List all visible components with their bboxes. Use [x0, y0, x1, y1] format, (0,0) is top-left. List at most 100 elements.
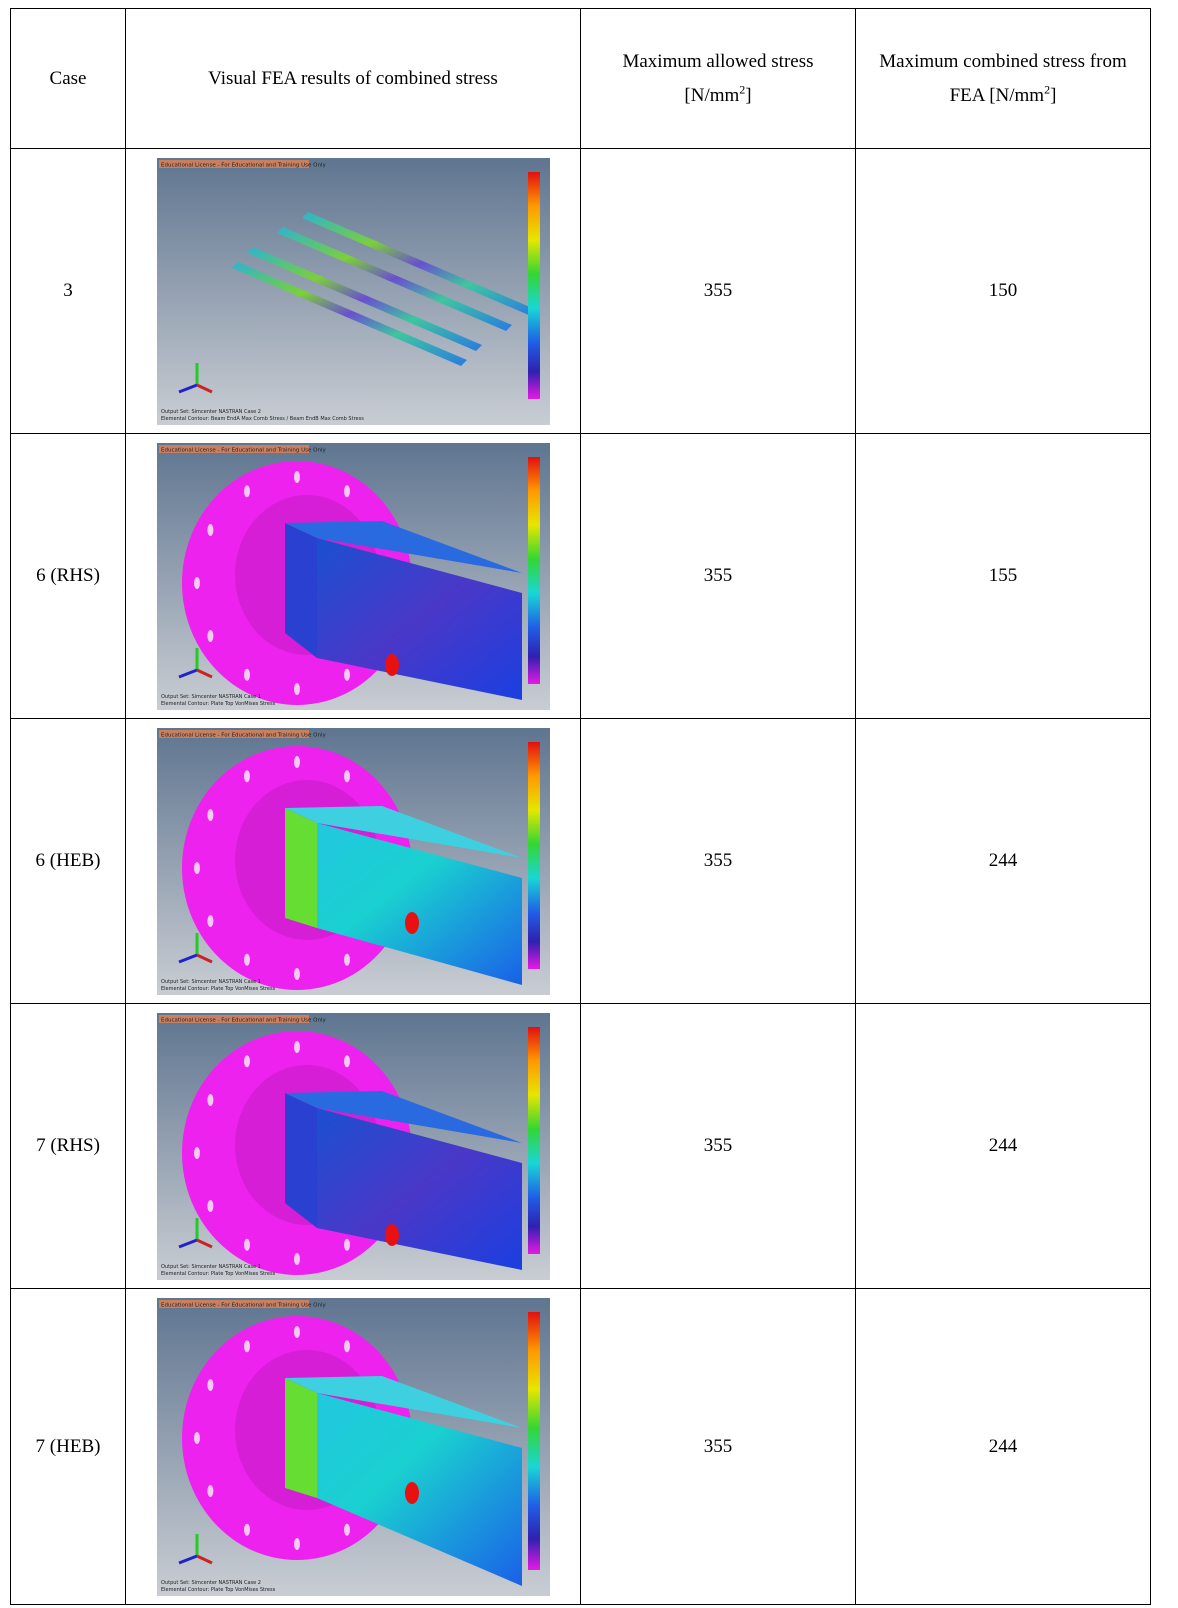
bolt-hole [194, 862, 200, 874]
bolt-hole [344, 770, 350, 782]
results-table: Case Visual FEA results of combined stres… [10, 8, 1151, 1605]
row: 7 (HEB) Educational License - For Educati… [11, 1289, 1151, 1605]
bolt-hole [207, 1094, 213, 1106]
header-cell: Visual FEA results of combined stress [126, 9, 581, 149]
fea-image: Educational License - For Educational an… [157, 443, 550, 710]
output-set: Output Set: Simcenter NASTRAN Case 1 [161, 694, 261, 700]
license-text: Educational License - For Educational an… [161, 447, 327, 453]
bolt-hole [207, 915, 213, 927]
allowed-cell: 355 [581, 1004, 856, 1289]
license-text: Educational License - For Educational an… [161, 162, 327, 168]
bolt-hole [344, 485, 350, 497]
bolt-hole [344, 1340, 350, 1352]
color-bar [528, 1027, 540, 1254]
contour-text: Elemental Contour: Beam EndA Max Comb St… [161, 416, 364, 422]
license-text: Educational License - For Educational an… [161, 732, 327, 738]
header-text: ] [745, 85, 751, 106]
license-text: Educational License - For Educational an… [161, 1017, 327, 1023]
bolt-hole [207, 809, 213, 821]
bolt-hole [244, 485, 250, 497]
fea-cell: 150 [856, 149, 1151, 434]
bolt-hole [294, 1538, 300, 1550]
fea-cell: 244 [856, 719, 1151, 1004]
bolt-hole [294, 1253, 300, 1265]
row: 6 (HEB) Educational License - For Educati… [11, 719, 1151, 1004]
bolt-hole [194, 1432, 200, 1444]
bolt-hole [244, 1523, 250, 1535]
color-bar [528, 742, 540, 969]
fea-image: Educational License - For Educational an… [157, 1013, 550, 1280]
row: 3 Educational License - For Educational a… [11, 149, 1151, 434]
image-cell: Educational License - For Educational an… [126, 434, 581, 719]
image-cell: Educational License - For Educational an… [126, 149, 581, 434]
fea-image: Educational License - For Educational an… [157, 158, 550, 425]
allowed-cell: 355 [581, 434, 856, 719]
bolt-hole [207, 524, 213, 536]
output-set: Output Set: Simcenter NASTRAN Case 1 [161, 979, 261, 985]
bolt-hole [344, 1238, 350, 1250]
fea-image: Educational License - For Educational an… [157, 728, 550, 995]
case-cell: 7 (HEB) [11, 1289, 126, 1605]
color-bar [528, 172, 540, 399]
bolt-hole [294, 683, 300, 695]
bolt-hole [244, 770, 250, 782]
image-cell: Educational License - For Educational an… [126, 1289, 581, 1605]
row: 7 (RHS) Educational License - For Educati… [11, 1004, 1151, 1289]
bolt-hole [294, 756, 300, 768]
bolt-hole [344, 953, 350, 965]
hot-spot [385, 1224, 399, 1246]
body: Case Visual FEA results of combined stres… [0, 0, 1178, 1608]
bolt-hole [207, 1200, 213, 1212]
color-bar [528, 457, 540, 684]
fea-cell: 244 [856, 1289, 1151, 1605]
bolt-hole [244, 953, 250, 965]
contour-text: Elemental Contour: Plate Top VonMises St… [161, 701, 276, 707]
bolt-hole [207, 630, 213, 642]
contour-text: Elemental Contour: Plate Top VonMises St… [161, 1271, 276, 1277]
bolt-hole [294, 968, 300, 980]
image-cell: Educational License - For Educational an… [126, 719, 581, 1004]
case-cell: 6 (RHS) [11, 434, 126, 719]
bolt-hole [344, 1055, 350, 1067]
bolt-hole [244, 668, 250, 680]
hot-spot [385, 654, 399, 676]
bolt-hole [207, 1485, 213, 1497]
allowed-cell: 355 [581, 149, 856, 434]
image-cell: Educational License - For Educational an… [126, 1004, 581, 1289]
bolt-hole [194, 577, 200, 589]
bolt-hole [194, 1147, 200, 1159]
page: FEA results {"table": { "header": [ {"te… [0, 0, 1178, 1608]
fea-image: Educational License - For Educational an… [157, 1298, 550, 1596]
header-text: Case [50, 68, 87, 89]
allowed-cell: 355 [581, 719, 856, 1004]
bolt-hole [344, 668, 350, 680]
beam-face [285, 1378, 317, 1498]
header-text: Maximum allowed stress [N/mm [622, 51, 813, 105]
fea-cell: 155 [856, 434, 1151, 719]
bolt-hole [244, 1055, 250, 1067]
bolt-hole [294, 1041, 300, 1053]
allowed-cell: 355 [581, 1289, 856, 1605]
color-bar [528, 1312, 540, 1570]
bolt-hole [344, 1523, 350, 1535]
header-text: Maximum combined stress from FEA [N/mm [879, 51, 1127, 105]
bolt-hole [244, 1340, 250, 1352]
license-text: Educational License - For Educational an… [161, 1302, 327, 1308]
header-text: Visual FEA results of combined stress [208, 68, 498, 89]
case-cell: 6 (HEB) [11, 719, 126, 1004]
bolt-hole [244, 1238, 250, 1250]
hot-spot [405, 1482, 419, 1504]
header-cell: Case [11, 9, 126, 149]
bolt-hole [294, 1326, 300, 1338]
output-set: Output Set: Simcenter NASTRAN Case 2 [161, 409, 261, 415]
contour-text: Elemental Contour: Plate Top VonMises St… [161, 986, 276, 992]
case-cell: 3 [11, 149, 126, 434]
row: 6 (RHS) Educational License - For Educati… [11, 434, 1151, 719]
output-set: Output Set: Simcenter NASTRAN Case 1 [161, 1264, 261, 1270]
bolt-hole [207, 1379, 213, 1391]
header-cell: Maximum allowed stress [N/mm2] [581, 9, 856, 149]
contour-text: Elemental Contour: Plate Top VonMises St… [161, 1587, 276, 1593]
header-cell: Maximum combined stress from FEA [N/mm2] [856, 9, 1151, 149]
fea-cell: 244 [856, 1004, 1151, 1289]
case-cell: 7 (RHS) [11, 1004, 126, 1289]
